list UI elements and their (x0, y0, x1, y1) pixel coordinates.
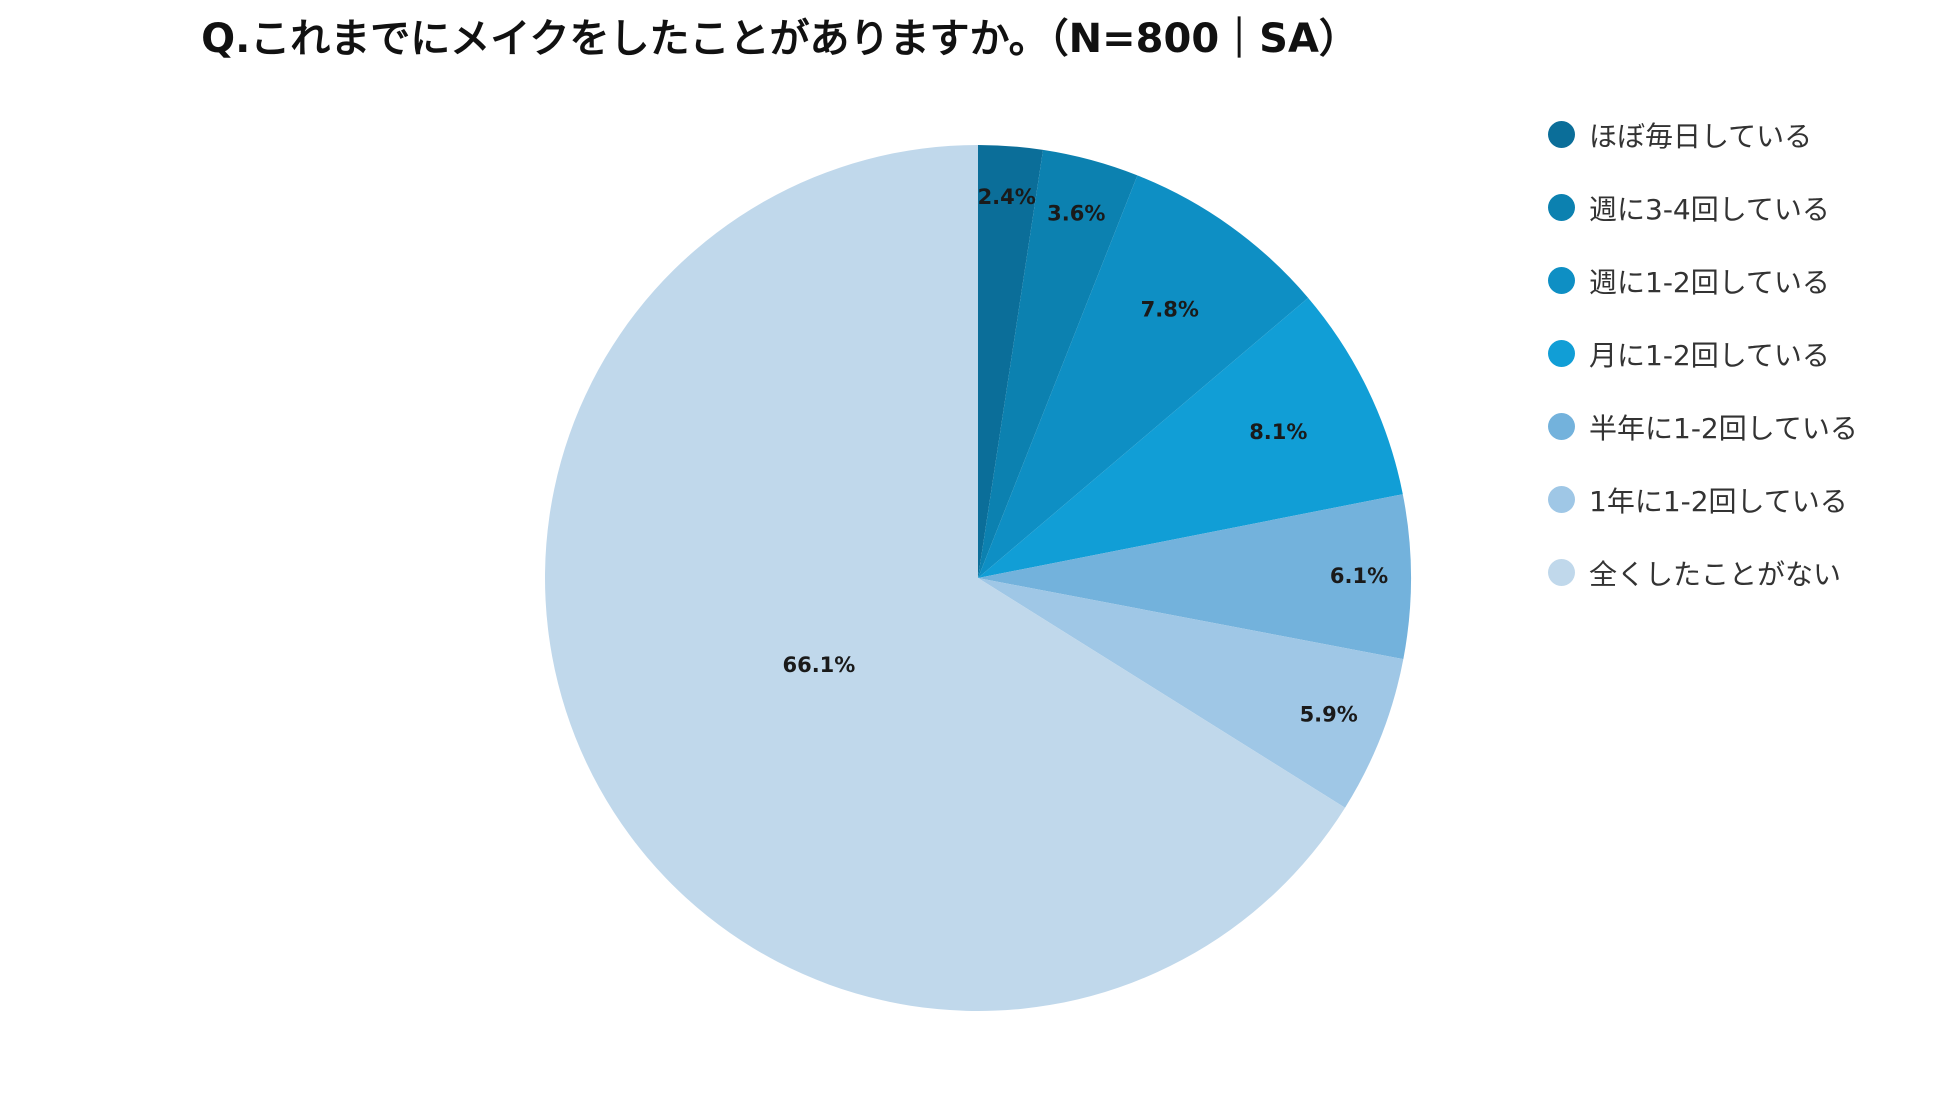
legend: ほぼ毎日している 週に3-4回している 週に1-2回している 月に1-2回している 半年… (1548, 98, 1858, 609)
slice-value-label: 3.6% (1047, 201, 1105, 225)
legend-swatch (1548, 340, 1575, 367)
legend-swatch (1548, 121, 1575, 148)
pie-slices (544, 145, 1411, 1012)
pie-slice (978, 175, 1309, 578)
slice-value-label: 8.1% (1249, 420, 1307, 444)
legend-item: 月に1-2回している (1548, 317, 1858, 390)
pie-slice (978, 297, 1403, 578)
legend-label: 週に3-4回している (1589, 192, 1830, 226)
legend-label: 1年に1-2回している (1589, 484, 1848, 518)
pie-slice (544, 145, 1346, 1012)
legend-item: 1年に1-2回している (1548, 463, 1858, 536)
legend-swatch (1548, 559, 1575, 586)
pie-slice-labels: 2.4% 3.6% 7.8% 8.1% 6.1% 5.9% 66.1% (782, 185, 1388, 727)
pie-slice (978, 149, 1138, 578)
slice-value-label: 2.4% (978, 185, 1036, 209)
legend-item: 全くしたことがない (1548, 536, 1858, 609)
chart-title: Q.これまでにメイクをしたことがありますか。（N=800｜SA） (201, 16, 1359, 62)
legend-label: ほぼ毎日している (1589, 119, 1813, 153)
legend-label: 月に1-2回している (1589, 338, 1830, 372)
legend-swatch (1548, 486, 1575, 513)
pie-slice (978, 578, 1404, 808)
slice-value-label: 6.1% (1330, 564, 1388, 588)
slice-value-label: 7.8% (1141, 298, 1199, 322)
legend-label: 半年に1-2回している (1589, 411, 1858, 445)
pie-slice (978, 494, 1411, 660)
slice-value-label: 66.1% (782, 653, 855, 677)
legend-swatch (1548, 194, 1575, 221)
slice-value-label: 5.9% (1300, 703, 1358, 727)
legend-label: 全くしたことがない (1589, 557, 1842, 591)
legend-item: ほぼ毎日している (1548, 98, 1858, 171)
legend-item: 週に3-4回している (1548, 171, 1858, 244)
pie-slice (978, 145, 1044, 578)
legend-swatch (1548, 413, 1575, 440)
legend-item: 週に1-2回している (1548, 244, 1858, 317)
legend-label: 週に1-2回している (1589, 265, 1830, 299)
legend-swatch (1548, 267, 1575, 294)
legend-item: 半年に1-2回している (1548, 390, 1858, 463)
